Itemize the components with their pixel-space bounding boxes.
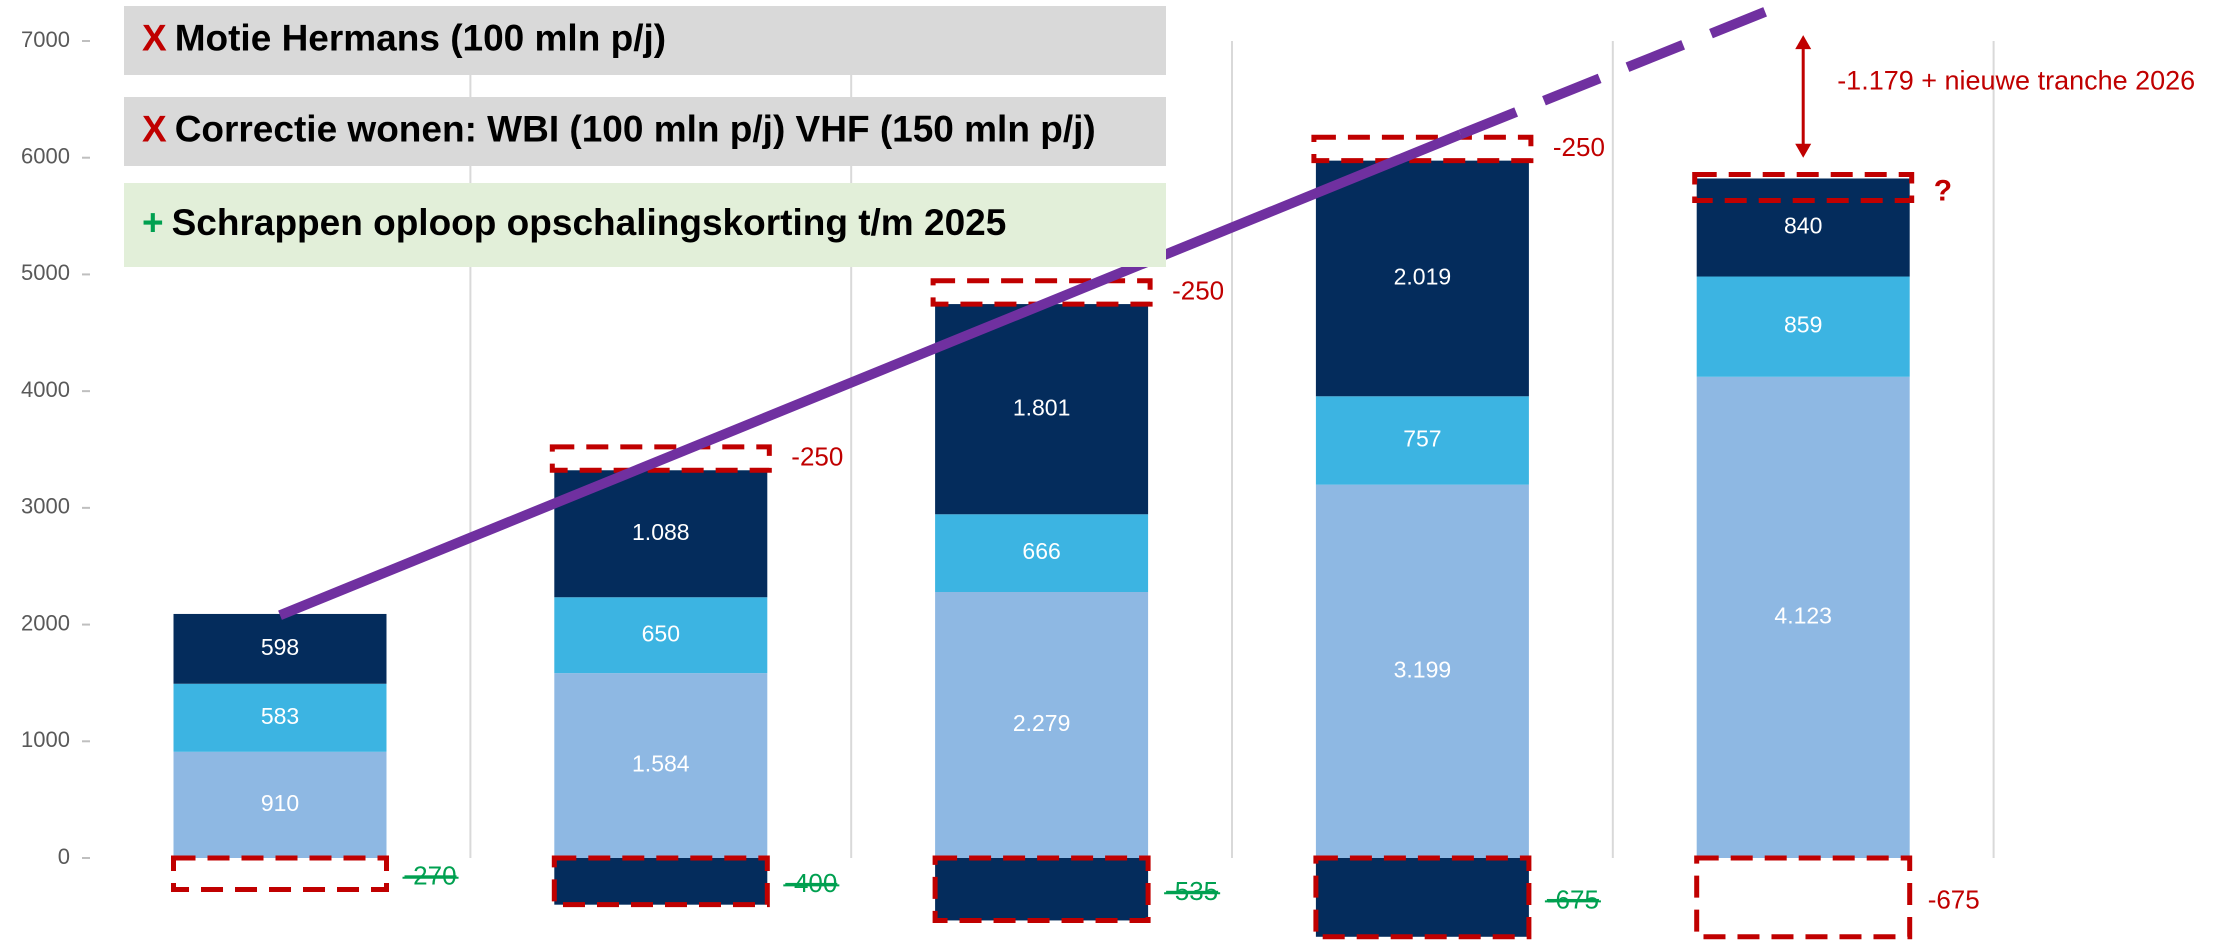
value-label: 1.584 <box>632 751 690 777</box>
value-label: 910 <box>261 790 299 816</box>
bar-segment <box>173 613 387 684</box>
y-tick-label: 1000 <box>21 727 70 752</box>
annotation-mark: X <box>142 17 167 58</box>
bar-segment <box>1696 376 1910 858</box>
adjustment-box <box>551 855 770 908</box>
adjustment-box <box>171 855 389 893</box>
y-tick-label: 0 <box>58 844 70 869</box>
y-tick-label: 5000 <box>21 260 70 285</box>
question-box <box>1692 171 1915 203</box>
bar-segment <box>173 683 387 752</box>
adjustment-label: -675 <box>1928 884 1980 914</box>
annotation-label: Schrappen oploop opschalingskorting t/m … <box>172 202 1007 243</box>
adjustment-box <box>1311 134 1534 164</box>
annotation-box <box>124 183 1166 267</box>
adjustment-label: -250 <box>791 441 843 471</box>
adjustment-label: -250 <box>1172 275 1224 305</box>
bar-segment <box>935 592 1149 858</box>
y-tick-label: 4000 <box>21 377 70 402</box>
bar-segment <box>935 514 1149 593</box>
value-label: 598 <box>261 634 299 660</box>
adjustment-box <box>932 855 1151 923</box>
y-tick-label: 7000 <box>21 27 70 52</box>
value-label: 1.088 <box>632 519 690 545</box>
value-label: 3.199 <box>1394 656 1452 682</box>
adjustment-label: -400 <box>785 868 837 898</box>
annotation-box <box>124 6 1166 75</box>
y-tick-label: 2000 <box>21 610 70 635</box>
value-label: 650 <box>642 620 680 646</box>
bar-segment <box>1315 484 1529 858</box>
annotation-text: + Schrappen oploop opschalingskorting t/m… <box>142 202 1006 243</box>
annotation-mark: X <box>142 108 167 149</box>
value-label: 840 <box>1784 213 1822 239</box>
adjustment-label: -270 <box>405 861 457 891</box>
annotation-label: Motie Hermans (100 mln p/j) <box>175 17 666 58</box>
value-label: 1.801 <box>1013 394 1071 420</box>
trend-line <box>1458 7 1767 140</box>
annotation-mark: + <box>142 202 164 243</box>
adjustment-label: -675 <box>1547 884 1599 914</box>
annotation-box <box>124 97 1166 166</box>
bar-segment <box>554 673 768 858</box>
annotation-text: X Motie Hermans (100 mln p/j) <box>142 17 666 58</box>
adjustment-box <box>549 444 772 473</box>
adjustment-label: -250 <box>1553 132 1605 162</box>
value-label: 2.279 <box>1013 710 1071 736</box>
bar-segment <box>554 597 768 674</box>
trend-line <box>278 129 1463 620</box>
value-label: 583 <box>261 703 299 729</box>
bar-segment <box>1315 396 1529 485</box>
annotation-label: Correctie wonen: WBI (100 mln p/j) VHF (… <box>175 108 1096 149</box>
value-label: 666 <box>1022 538 1060 564</box>
adjustment-box <box>1694 855 1913 940</box>
adjustment-label: -535 <box>1166 876 1218 906</box>
arrow-head <box>1795 143 1812 158</box>
bar-segment <box>1696 276 1910 377</box>
bar-segment <box>173 751 387 858</box>
value-label: 2.019 <box>1394 264 1452 290</box>
adjustment-box <box>1313 855 1532 940</box>
value-label: 757 <box>1403 426 1441 452</box>
y-tick-label: 3000 <box>21 494 70 519</box>
arrow-head <box>1795 35 1812 50</box>
question-label: ? <box>1934 174 1952 207</box>
arrow-label: -1.179 + nieuwe tranche 2026 <box>1837 66 2195 96</box>
bar-segment <box>1696 178 1910 277</box>
value-label: 4.123 <box>1774 602 1832 628</box>
y-tick-label: 6000 <box>21 144 70 169</box>
bar-segment <box>1315 160 1529 397</box>
value-label: 859 <box>1784 312 1822 338</box>
annotation-text: X Correctie wonen: WBI (100 mln p/j) VHF … <box>142 108 1096 149</box>
